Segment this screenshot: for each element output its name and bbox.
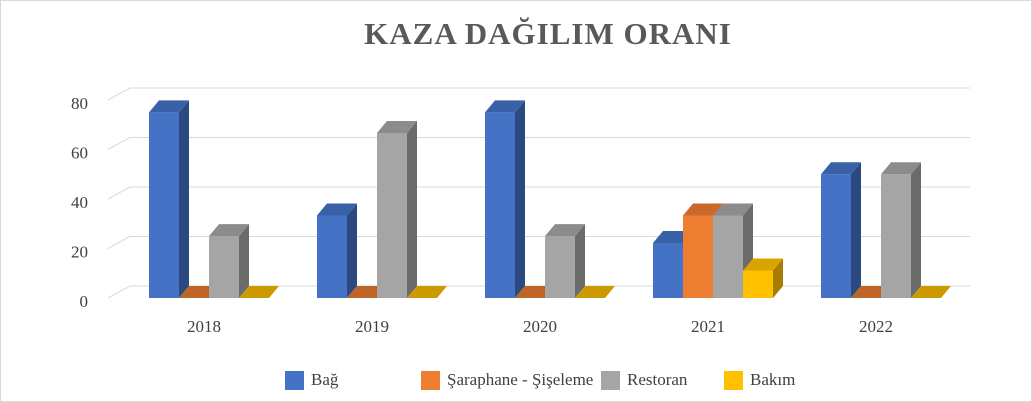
bar: [377, 132, 407, 298]
bar-top: [485, 100, 525, 113]
bar-side: [911, 162, 921, 298]
bar: [485, 112, 515, 298]
y-tick-label: 60: [71, 143, 88, 162]
bar-top: [317, 203, 357, 216]
bar-top: [821, 162, 861, 175]
y-tick-label: 0: [80, 292, 89, 311]
bar-top: [713, 203, 753, 216]
y-tick-label: 80: [71, 94, 88, 113]
legend-label: Bağ: [311, 370, 339, 389]
legend-swatch: [421, 371, 440, 390]
bar-top: [683, 203, 723, 216]
x-tick-label: 2021: [691, 317, 725, 336]
legend-label: Şaraphane - Şişeleme: [447, 370, 593, 389]
bar-top: [743, 258, 783, 271]
chart-title: KAZA DAĞILIM ORANI: [364, 16, 732, 51]
bar: [713, 215, 743, 298]
y-tick-label: 40: [71, 193, 88, 212]
grid-line-side: [107, 285, 131, 299]
bar: [545, 236, 575, 298]
bar-side: [347, 203, 357, 298]
bar-side: [773, 258, 783, 298]
bar-side: [407, 120, 417, 298]
bar-top: [149, 100, 189, 113]
bar-side: [515, 100, 525, 298]
bar-top: [407, 286, 447, 298]
bar-side: [851, 162, 861, 298]
bar-top: [209, 224, 249, 237]
bar: [653, 243, 683, 298]
x-tick-label: 2018: [187, 317, 221, 336]
y-tick-label: 20: [71, 242, 88, 261]
bar-side: [239, 224, 249, 298]
legend-swatch: [724, 371, 743, 390]
x-tick-label: 2020: [523, 317, 557, 336]
bar-top: [545, 224, 585, 237]
bar: [881, 174, 911, 298]
x-tick-label: 2022: [859, 317, 893, 336]
bar-side: [179, 100, 189, 298]
grid-line-side: [107, 87, 131, 101]
bar: [743, 270, 773, 298]
legend-label: Restoran: [627, 370, 688, 389]
grid-line-side: [107, 236, 131, 249]
bar-top: [575, 286, 615, 298]
grid-line-side: [107, 186, 131, 200]
bar: [209, 236, 239, 298]
legend-label: Bakım: [750, 370, 795, 389]
bar: [149, 112, 179, 298]
bar: [317, 215, 347, 298]
bar-top: [377, 120, 417, 133]
x-tick-label: 2019: [355, 317, 389, 336]
bar: [683, 215, 713, 298]
legend-swatch: [285, 371, 304, 390]
bar: [821, 174, 851, 298]
bar-top: [911, 286, 951, 298]
bar-side: [575, 224, 585, 298]
legend-swatch: [601, 371, 620, 390]
bar-top: [881, 162, 921, 175]
bar-top: [239, 286, 279, 298]
grid-line-side: [107, 137, 131, 150]
